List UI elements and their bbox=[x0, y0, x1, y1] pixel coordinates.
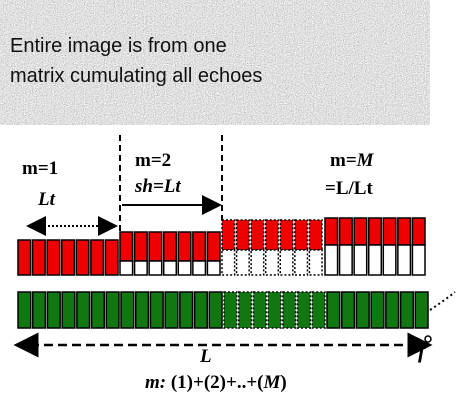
block bbox=[298, 292, 311, 328]
block bbox=[342, 292, 355, 328]
block bbox=[47, 292, 60, 328]
block bbox=[195, 292, 208, 328]
block bbox=[266, 250, 279, 275]
block bbox=[354, 218, 367, 245]
block bbox=[266, 220, 279, 250]
block bbox=[33, 240, 46, 275]
block bbox=[18, 240, 31, 275]
block bbox=[412, 245, 425, 275]
block bbox=[369, 218, 382, 245]
block bbox=[47, 240, 60, 275]
block bbox=[253, 292, 266, 328]
block bbox=[383, 245, 396, 275]
block bbox=[149, 232, 162, 261]
block bbox=[327, 292, 340, 328]
block bbox=[209, 292, 222, 328]
block bbox=[121, 292, 134, 328]
label: m= bbox=[330, 150, 357, 171]
block bbox=[120, 261, 133, 275]
block bbox=[136, 292, 149, 328]
block bbox=[180, 292, 193, 328]
block bbox=[62, 240, 75, 275]
block bbox=[312, 292, 325, 328]
block bbox=[178, 261, 191, 275]
block bbox=[283, 292, 296, 328]
block bbox=[251, 220, 264, 250]
block bbox=[356, 292, 369, 328]
block bbox=[92, 292, 105, 328]
block bbox=[295, 250, 308, 275]
label: sh=Lt bbox=[134, 176, 181, 197]
label: (1)+(2)+..+( bbox=[171, 372, 264, 393]
block bbox=[354, 245, 367, 275]
block bbox=[120, 232, 133, 261]
block bbox=[18, 292, 31, 328]
block bbox=[150, 292, 163, 328]
block bbox=[340, 245, 353, 275]
label: m=2 bbox=[135, 150, 171, 171]
block bbox=[164, 232, 177, 261]
block bbox=[193, 261, 206, 275]
block bbox=[222, 220, 235, 250]
block bbox=[412, 218, 425, 245]
block bbox=[237, 220, 250, 250]
block bbox=[105, 240, 118, 275]
blocks bbox=[18, 218, 428, 328]
label: =L/Lt bbox=[325, 178, 373, 199]
block bbox=[77, 292, 90, 328]
block bbox=[165, 292, 178, 328]
block bbox=[193, 232, 206, 261]
block bbox=[280, 220, 293, 250]
block bbox=[222, 250, 235, 275]
block bbox=[325, 218, 338, 245]
block bbox=[135, 261, 148, 275]
block bbox=[164, 261, 177, 275]
block bbox=[91, 240, 104, 275]
block bbox=[62, 292, 75, 328]
dot bbox=[425, 336, 431, 342]
block bbox=[33, 292, 46, 328]
label: L bbox=[199, 346, 212, 367]
block bbox=[207, 261, 220, 275]
label: m=M bbox=[330, 150, 375, 171]
block bbox=[398, 218, 411, 245]
noise-image bbox=[0, 0, 430, 125]
block bbox=[280, 250, 293, 275]
label: M bbox=[356, 150, 375, 171]
block bbox=[415, 292, 428, 328]
diagram: Entire image is from one matrix cumulati… bbox=[0, 0, 460, 400]
label: m=1 bbox=[22, 158, 58, 179]
block bbox=[309, 220, 322, 250]
caption: matrix cumulating all echoes bbox=[10, 65, 262, 87]
block bbox=[239, 292, 252, 328]
block bbox=[268, 292, 281, 328]
block bbox=[224, 292, 237, 328]
formula: m: (1)+(2)+..+(M) bbox=[145, 372, 287, 393]
label: Lt bbox=[37, 189, 56, 210]
block bbox=[295, 220, 308, 250]
block bbox=[149, 261, 162, 275]
curve bbox=[430, 292, 455, 310]
block bbox=[76, 240, 89, 275]
block bbox=[386, 292, 399, 328]
label: m: bbox=[145, 372, 166, 393]
block bbox=[237, 250, 250, 275]
block bbox=[398, 245, 411, 275]
block bbox=[309, 250, 322, 275]
block bbox=[207, 232, 220, 261]
block bbox=[371, 292, 384, 328]
block bbox=[401, 292, 414, 328]
block bbox=[135, 232, 148, 261]
block bbox=[369, 245, 382, 275]
block bbox=[178, 232, 191, 261]
block bbox=[325, 245, 338, 275]
block bbox=[251, 250, 264, 275]
caption: Entire image is from one bbox=[10, 35, 227, 57]
block bbox=[106, 292, 119, 328]
label: M bbox=[262, 372, 281, 393]
label: ) bbox=[280, 372, 286, 393]
block bbox=[383, 218, 396, 245]
block bbox=[340, 218, 353, 245]
